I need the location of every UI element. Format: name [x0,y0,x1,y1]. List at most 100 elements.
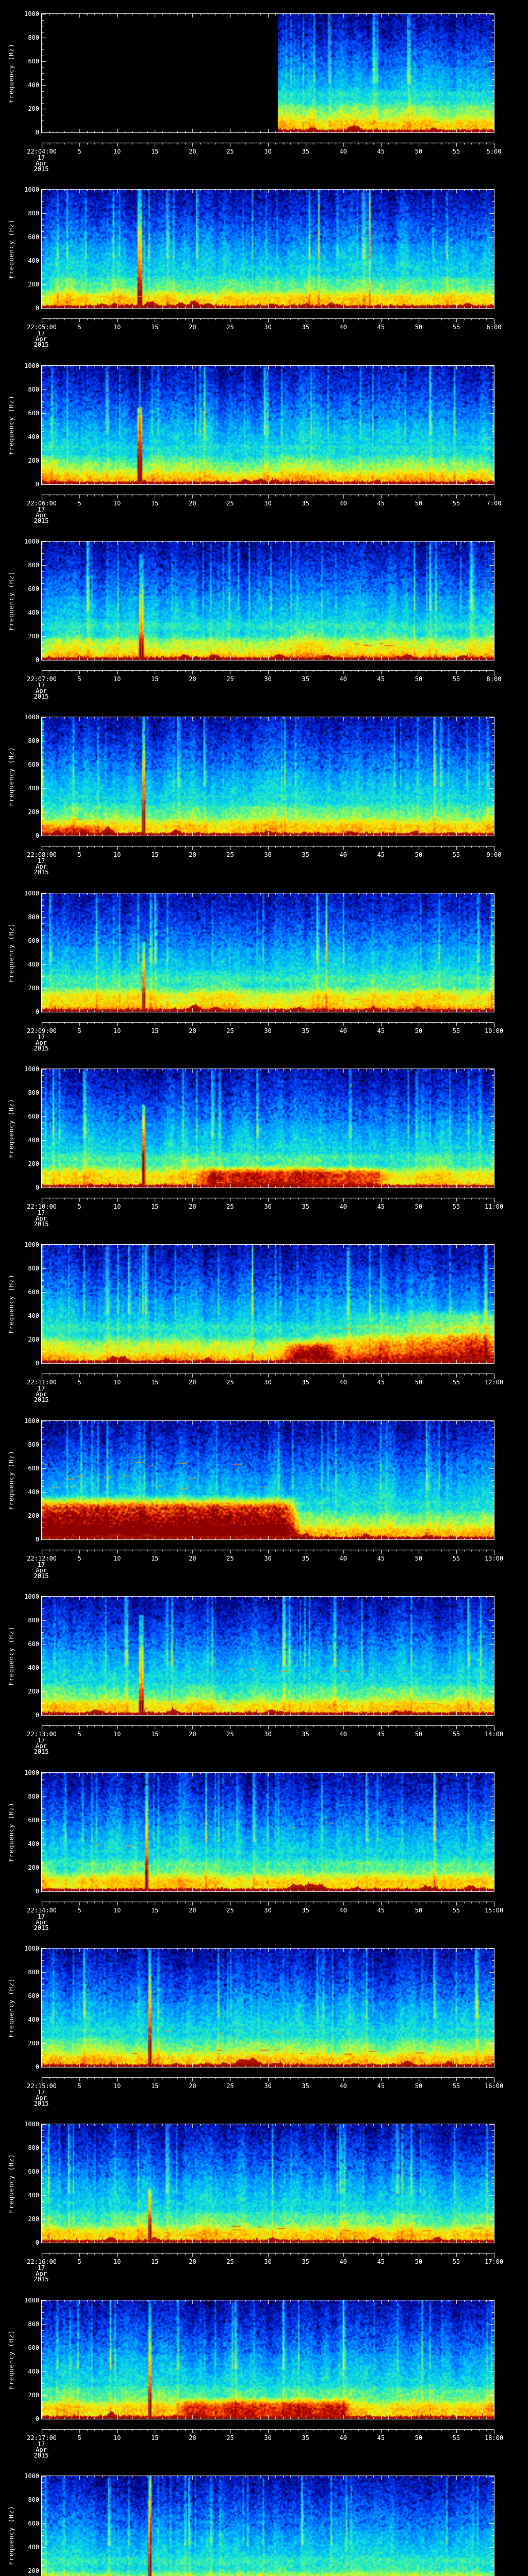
x-tick-label: 20 [189,1027,196,1035]
x-tick-label: 15 [151,1379,159,1386]
y-tick-label: 600 [28,937,39,944]
x-tick-label: 50 [415,675,423,683]
x-tick-label: 35 [302,1907,309,1914]
y-tick-label: 800 [28,737,39,744]
x-tick-label: 50 [415,2434,423,2442]
x-tick-label: 5 [77,2082,81,2090]
x-tick-label: 55 [452,1027,460,1035]
x-tick-label: 45 [377,1555,385,1562]
y-tick-label: 200 [28,281,39,288]
date-line-2: 2015 [34,2276,49,2283]
x-tick-label: 20 [189,1379,196,1386]
x-tick-label: 5 [77,675,81,683]
date-line-1: Apr [36,2446,47,2453]
y-tick-label: 0 [35,481,39,488]
x-tick-label: 10 [113,500,121,507]
y-axis-title: Frequency (Hz) [8,2330,15,2389]
y-tick-label: 1000 [24,1945,39,1952]
x-tick-label: 55 [452,1379,460,1386]
x-tick-label: 55 [452,1907,460,1914]
x-end-time-label: 6:00 [486,324,502,331]
x-tick-label: 55 [452,2434,460,2442]
x-tick-label: 55 [452,851,460,858]
x-tick-label: 30 [264,851,272,858]
x-tick-label: 10 [113,1379,121,1386]
y-tick-label: 200 [28,1864,39,1871]
y-tick-label: 200 [28,808,39,816]
y-tick-label: 0 [35,2063,39,2071]
spectrogram-canvas-hour-22:04:00 [41,13,495,148]
y-tick-label: 600 [28,1289,39,1296]
y-tick-label: 1000 [24,890,39,897]
x-tick-label: 40 [339,2258,347,2265]
date-line-0: 17 [37,1033,45,1041]
y-axis-title: Frequency (Hz) [8,747,15,806]
y-tick-label: 800 [28,2144,39,2151]
date-line-1: Apr [36,1919,47,1926]
y-tick-label: 800 [28,2320,39,2328]
date-line-1: Apr [36,1039,47,1046]
y-tick-label: 1000 [24,186,39,193]
y-tick-label: 400 [28,2544,39,2551]
y-tick-label: 0 [35,2415,39,2422]
x-tick-label: 35 [302,1379,309,1386]
x-tick-label: 35 [302,148,309,155]
y-tick-label: 400 [28,433,39,440]
x-end-time-label: 13:00 [484,1555,504,1562]
x-start-time-label: 22:10:00 [27,1203,57,1210]
x-tick-label: 50 [415,1731,423,1738]
y-tick-label: 0 [35,1008,39,1015]
x-tick-label: 20 [189,1731,196,1738]
y-axis-title: Frequency (Hz) [8,1098,15,1158]
y-tick-label: 600 [28,1640,39,1648]
x-start-time-label: 22:04:00 [27,148,57,155]
x-tick-label: 15 [151,1027,159,1035]
x-tick-label: 10 [113,2258,121,2265]
x-tick-label: 15 [151,2434,159,2442]
y-tick-label: 600 [28,1992,39,1999]
y-tick-label: 800 [28,34,39,41]
x-tick-label: 35 [302,1731,309,1738]
date-line-0: 17 [37,506,45,513]
spectrogram-canvas-hour-22:12:00 [41,1420,495,1555]
x-tick-label: 25 [226,2258,234,2265]
x-tick-label: 20 [189,851,196,858]
x-tick-label: 45 [377,2082,385,2090]
x-tick-label: 10 [113,1907,121,1914]
x-tick-label: 5 [77,1731,81,1738]
x-tick-label: 35 [302,500,309,507]
x-tick-label: 10 [113,675,121,683]
spectrogram-canvas-hour-22:14:00 [41,1772,495,1907]
y-tick-label: 200 [28,1688,39,1695]
x-end-time-label: 9:00 [486,851,502,858]
x-tick-label: 20 [189,500,196,507]
x-start-time-label: 22:12:00 [27,1555,57,1562]
y-tick-label: 0 [35,129,39,136]
y-tick-label: 1000 [24,538,39,545]
date-line-2: 2015 [34,1396,49,1403]
x-tick-label: 20 [189,675,196,683]
x-tick-label: 40 [339,851,347,858]
x-tick-label: 30 [264,1555,272,1562]
spectrogram-canvas-hour-22:08:00 [41,717,495,852]
date-line-0: 17 [37,2089,45,2096]
x-tick-label: 30 [264,2434,272,2442]
x-tick-label: 15 [151,324,159,331]
date-line-2: 2015 [34,165,49,173]
x-tick-label: 40 [339,500,347,507]
x-tick-label: 10 [113,2082,121,2090]
spectrogram-canvas-hour-22:13:00 [41,1596,495,1731]
x-tick-label: 20 [189,2258,196,2265]
x-tick-label: 25 [226,1907,234,1914]
x-tick-label: 50 [415,851,423,858]
y-tick-label: 0 [35,304,39,312]
x-end-time-label: 12:00 [484,1379,504,1386]
y-axis-title: Frequency (Hz) [8,2505,15,2565]
y-tick-label: 400 [28,2368,39,2375]
x-tick-label: 5 [77,1907,81,1914]
x-tick-label: 50 [415,2082,423,2090]
x-tick-label: 5 [77,1203,81,1210]
x-tick-label: 40 [339,1907,347,1914]
x-tick-label: 45 [377,148,385,155]
x-tick-label: 50 [415,148,423,155]
